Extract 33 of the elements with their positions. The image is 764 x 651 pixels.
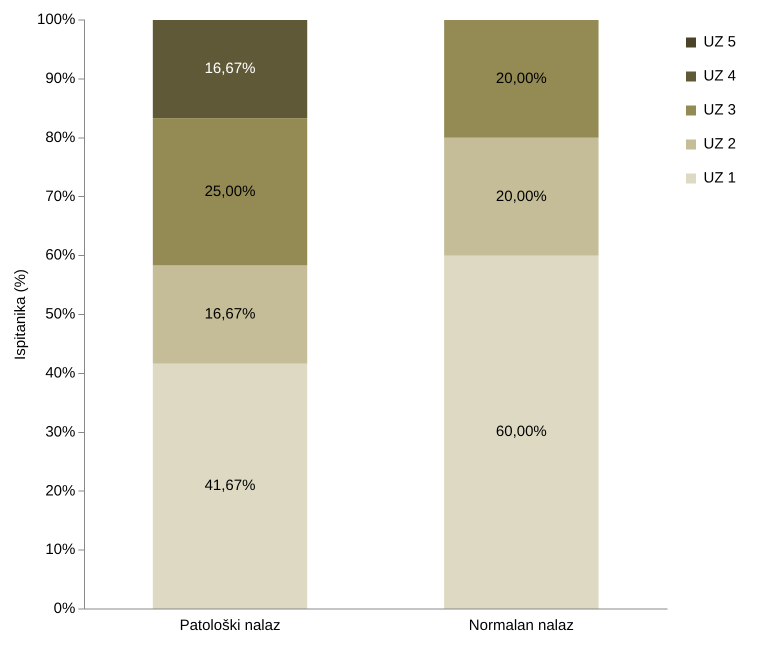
data-label: 16,67% [204,306,256,323]
y-tick-label: 60% [45,246,76,264]
bar [444,256,599,608]
data-label: 25,00% [204,182,256,200]
bar [152,118,308,266]
data-label: 20,00% [496,188,547,205]
y-tick-label: 10% [45,541,76,558]
y-tick-label: 30% [45,423,76,440]
bar [152,364,308,608]
y-tick-label: 100% [36,11,76,28]
bar [152,265,308,364]
y-tick-label: 80% [45,128,76,146]
legend-label: UZ 2 [703,136,736,153]
data-label: 20,00% [496,70,547,88]
y-axis-title: Ispitanika (%) [12,269,30,360]
data-label: 16,67% [204,60,256,78]
x-tick-label: Normalan nalaz [468,617,574,634]
x-tick-label: Patološki nalaz [180,617,280,634]
legend-label: UZ 5 [703,34,736,51]
y-tick-label: 20% [45,482,76,500]
legend-label: UZ 1 [703,170,736,187]
y-tick-label: 0% [54,600,76,618]
y-tick-label: 40% [45,364,76,382]
y-tick-label: 70% [45,188,76,205]
y-tick-label: 90% [45,70,76,88]
legend-label: UZ 4 [703,68,736,85]
bar [152,20,308,118]
data-label: 60,00% [496,423,547,440]
data-label: 41,67% [204,477,256,494]
bar [444,138,599,256]
legend-label: UZ 3 [703,102,736,119]
bar [444,20,599,138]
y-tick-label: 50% [45,306,76,323]
